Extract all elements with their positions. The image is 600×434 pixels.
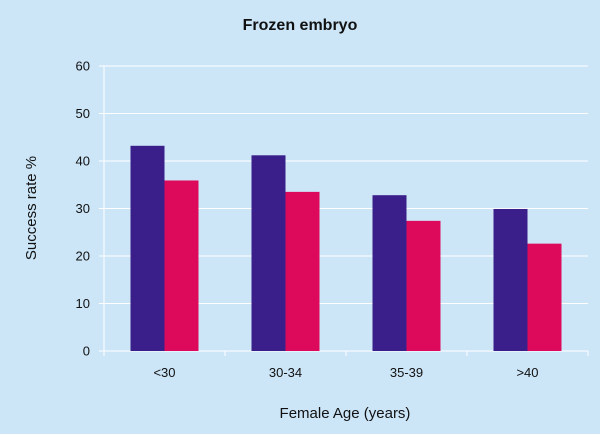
y-tick-label: 10 [76,296,90,311]
x-tick-label: 30-34 [269,365,302,380]
y-axis-title: Success rate % [23,156,40,260]
x-tick-label: >40 [516,365,538,380]
x-tick-label: 35-39 [390,365,423,380]
bars [130,145,562,351]
bar-series2-2 [406,220,441,351]
y-tick-labels: 0 10 20 30 40 50 60 [76,59,90,359]
bar-series1-3 [493,208,528,351]
bar-series2-3 [527,243,562,351]
bar-series2-1 [285,191,320,351]
y-tick-label: 0 [83,344,90,359]
bar-series1-0 [130,145,165,351]
y-tick-label: 50 [76,106,90,121]
y-tick-label: 40 [76,154,90,169]
bar-series1-2 [372,195,407,351]
bar-series1-1 [251,155,286,351]
bar-series2-0 [164,180,199,351]
x-tick-labels: <30 30-34 35-39 >40 [153,365,538,380]
y-tick-label: 20 [76,249,90,264]
y-tick-label: 60 [76,59,90,74]
y-tick-label: 30 [76,201,90,216]
x-axis-title: Female Age (years) [280,405,411,422]
x-tick-label: <30 [153,365,175,380]
chart-title: Frozen embryo [243,17,358,34]
